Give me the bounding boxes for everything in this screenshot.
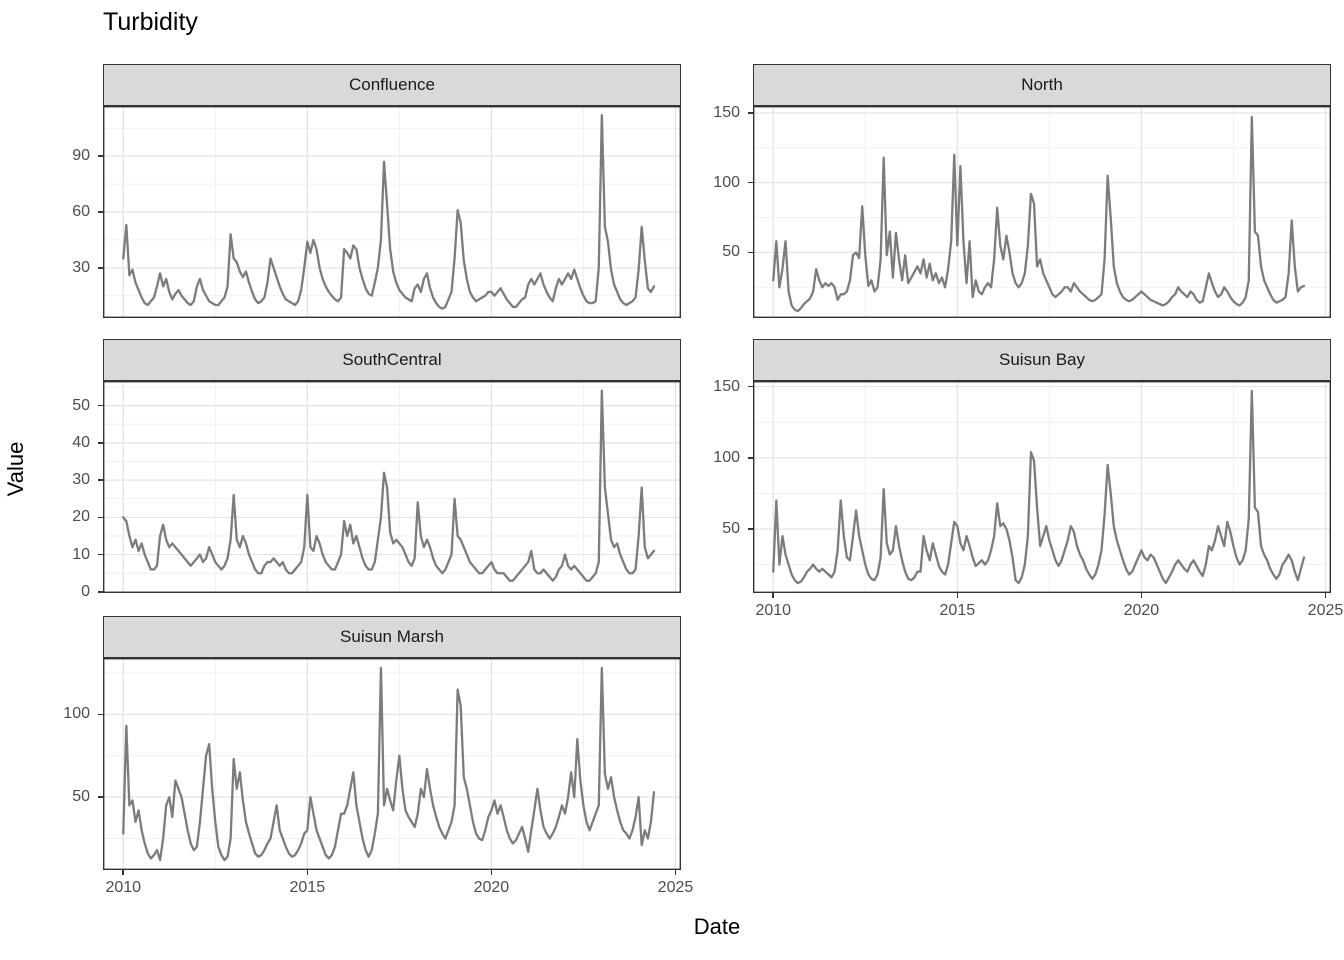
y-tick-label: 30 (72, 471, 90, 489)
y-tick-label: 100 (63, 705, 90, 723)
facet-strip: Suisun Bay (753, 339, 1331, 381)
panel-border (103, 381, 681, 593)
y-tick-mark (748, 457, 753, 459)
y-tick-mark (748, 112, 753, 114)
x-tick-label: 2025 (1307, 602, 1344, 619)
x-tick-mark (674, 870, 677, 875)
y-tick-mark (98, 211, 103, 213)
series-line (122, 389, 656, 582)
y-tick-label: 10 (72, 545, 90, 563)
x-tick-label: 2015 (939, 602, 976, 619)
facet-strip: Suisun Marsh (103, 616, 681, 658)
panel-border (753, 381, 1331, 593)
facet-strip-label: Confluence (348, 75, 435, 94)
chart-title: Turbidity (103, 8, 198, 36)
facet-strip-label: Suisun Bay (999, 350, 1085, 369)
facet-panel-svg (103, 381, 681, 593)
y-axis-title: Value (3, 441, 28, 497)
y-tick-mark (98, 516, 103, 519)
facet-strip: North (753, 64, 1331, 106)
series-line (122, 114, 656, 310)
x-tick-label: 2010 (105, 879, 142, 896)
x-tick-mark (772, 593, 774, 598)
panel-border (753, 106, 1331, 318)
facet-strip-label: Suisun Marsh (340, 627, 444, 646)
y-tick-label: 50 (72, 788, 90, 806)
y-tick-label: 0 (81, 582, 90, 600)
facet-panel-svg (753, 106, 1331, 318)
y-tick-mark (748, 528, 753, 530)
x-tick-label: 2015 (289, 879, 326, 896)
y-tick-mark (98, 591, 103, 593)
y-tick-label: 60 (72, 203, 90, 220)
y-tick-label: 40 (72, 433, 90, 451)
panel-border (103, 658, 681, 870)
y-tick-mark (748, 385, 753, 388)
y-tick-label: 50 (722, 243, 740, 261)
y-tick-label: 30 (72, 258, 90, 276)
series-line (122, 666, 656, 862)
y-tick-mark (98, 404, 103, 407)
series-line (772, 389, 1306, 585)
series-line (772, 116, 1306, 313)
y-tick-label: 50 (72, 396, 90, 414)
x-tick-label: 2010 (755, 602, 792, 619)
facet-strip: Confluence (103, 64, 681, 106)
y-tick-label: 50 (722, 519, 740, 537)
x-tick-mark (1324, 593, 1327, 598)
x-tick-mark (490, 870, 493, 875)
x-tick-label: 2025 (657, 879, 694, 896)
y-tick-mark (98, 796, 103, 798)
y-tick-mark (98, 479, 103, 481)
x-tick-label: 2020 (473, 879, 510, 896)
y-tick-mark (98, 713, 103, 716)
y-tick-label: 20 (72, 508, 90, 526)
y-tick-mark (748, 181, 753, 184)
facet-panel-svg (103, 106, 681, 318)
facet-strip: SouthCentral (103, 339, 681, 381)
y-tick-mark (98, 267, 103, 269)
x-tick-mark (306, 870, 309, 875)
facet-panel-svg (103, 658, 681, 870)
y-tick-mark (98, 553, 103, 556)
y-tick-mark (748, 251, 753, 254)
x-tick-mark (1140, 593, 1143, 598)
y-tick-label: 150 (713, 103, 740, 121)
y-tick-label: 150 (713, 377, 740, 395)
x-tick-label: 2020 (1123, 602, 1160, 619)
facet-strip-label: North (1021, 75, 1063, 94)
y-tick-label: 100 (713, 448, 740, 466)
x-axis-title: Date (693, 914, 741, 939)
y-tick-mark (98, 442, 103, 444)
facet-strip-label: SouthCentral (342, 350, 442, 369)
y-tick-label: 100 (713, 173, 740, 191)
x-tick-mark (956, 593, 959, 598)
y-tick-label: 90 (72, 147, 90, 165)
y-tick-mark (98, 155, 103, 157)
x-tick-mark (122, 870, 124, 875)
panel-border (103, 106, 681, 318)
facet-panel-svg (753, 381, 1331, 593)
